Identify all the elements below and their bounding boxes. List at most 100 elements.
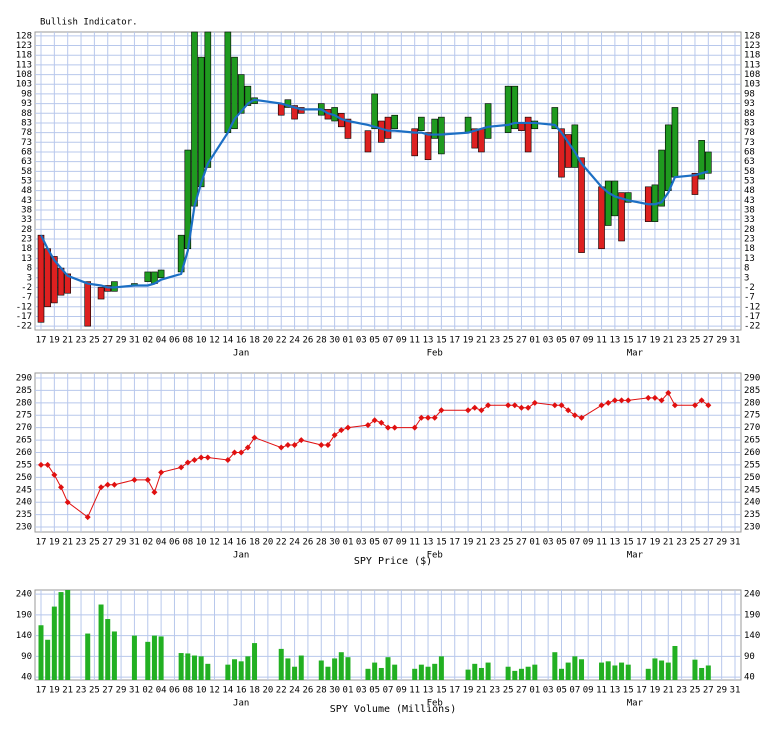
x-tick-label: 21	[62, 538, 73, 548]
x-tick-label: 25	[89, 686, 100, 696]
volume-bar	[438, 656, 444, 680]
price-marker	[705, 402, 712, 409]
volume-bar	[432, 663, 438, 680]
volume-bar	[185, 653, 191, 680]
x-tick-label: 25	[503, 336, 514, 346]
volume-bar	[465, 669, 471, 680]
y-tick-label-right: 190	[744, 610, 760, 620]
candle-body	[424, 132, 432, 161]
y-tick-label-right: 88	[744, 109, 755, 119]
candle-body	[691, 172, 699, 195]
x-tick-label: 31	[730, 336, 741, 346]
volume-bar	[412, 668, 418, 680]
x-tick-label: 12	[209, 538, 220, 548]
price-marker	[391, 424, 398, 431]
x-tick-label: 17	[36, 336, 47, 346]
candle-body	[705, 151, 712, 174]
volume-bar	[559, 668, 564, 680]
x-tick-label: 11	[409, 336, 420, 346]
x-tick-label: 08	[182, 686, 193, 696]
x-tick-label: 27	[516, 336, 527, 346]
candle-body	[371, 93, 378, 130]
volume-bar	[699, 667, 705, 680]
x-tick-label: 21	[663, 686, 674, 696]
y-tick-label-right: 58	[744, 167, 755, 177]
y-tick-label-right: 123	[744, 41, 760, 51]
volume-bar	[145, 641, 151, 680]
x-tick-label: 23	[676, 336, 687, 346]
price-marker	[184, 459, 191, 466]
volume-bar	[565, 662, 571, 680]
price-marker	[238, 449, 245, 456]
price-marker	[44, 461, 51, 468]
price-marker	[338, 427, 345, 434]
x-tick-label: 05	[369, 686, 380, 696]
candle-body	[391, 114, 398, 130]
y-tick-label-right: 280	[744, 398, 760, 408]
x-tick-label: 06	[169, 686, 180, 696]
y-tick-label: 40	[21, 673, 32, 683]
candle-body	[97, 287, 105, 300]
x-tick-label: 09	[583, 686, 594, 696]
volume-bar	[325, 666, 331, 680]
volume-bar	[645, 668, 651, 680]
volume-bar	[625, 664, 631, 680]
y-tick-label-right: 90	[744, 652, 755, 662]
candle-body	[598, 186, 605, 250]
volume-bar	[318, 660, 324, 680]
x-tick-label: 06	[169, 538, 180, 548]
price-marker	[364, 422, 371, 429]
y-tick-label: 103	[16, 80, 32, 90]
volume-bar	[485, 662, 491, 680]
y-tick-label: 33	[21, 215, 32, 225]
candle-body	[431, 118, 439, 139]
volume-bar	[619, 662, 625, 680]
x-tick-label: 17	[636, 538, 647, 548]
y-tick-label: 108	[16, 70, 32, 80]
x-tick-label: 27	[102, 336, 113, 346]
x-tick-label: 19	[463, 686, 474, 696]
candle-body	[571, 124, 579, 168]
x-tick-label: 29	[716, 686, 727, 696]
x-tick-label: 11	[409, 686, 420, 696]
candle-body	[191, 31, 198, 207]
month-label: Mar	[627, 699, 644, 709]
candle-body	[37, 234, 45, 323]
x-tick-label: 25	[690, 336, 701, 346]
x-tick-label: 11	[596, 336, 607, 346]
y-tick-label: 230	[16, 523, 32, 533]
x-tick-label: 03	[543, 538, 554, 548]
y-tick-label: -7	[21, 293, 32, 303]
x-tick-label: 25	[89, 538, 100, 548]
price-marker	[411, 424, 418, 431]
candle-body	[144, 271, 152, 282]
y-tick-label: 73	[21, 138, 32, 148]
price-marker	[324, 442, 331, 449]
volume-bar	[238, 661, 244, 680]
y-tick-label-right: -12	[744, 302, 760, 312]
x-tick-label: 31	[129, 686, 140, 696]
candle-body	[564, 134, 572, 168]
candle-body	[231, 56, 238, 130]
price-marker	[511, 402, 518, 409]
candle-body	[378, 120, 385, 143]
x-tick-label: 13	[423, 336, 434, 346]
y-tick-label: 290	[16, 373, 32, 383]
x-tick-label: 17	[449, 686, 460, 696]
y-tick-label: 128	[16, 31, 32, 41]
y-tick-label-right: 230	[744, 523, 760, 533]
x-tick-label: 24	[289, 538, 300, 548]
x-tick-label: 27	[102, 538, 113, 548]
y-tick-label: 63	[21, 157, 32, 167]
x-tick-label: 20	[262, 336, 273, 346]
x-tick-label: 21	[663, 336, 674, 346]
x-tick-label: 20	[262, 686, 273, 696]
candle-body	[364, 130, 372, 153]
volume-bar	[418, 664, 424, 680]
y-tick-label: 270	[16, 423, 32, 433]
x-tick-label: 30	[329, 686, 340, 696]
price-marker	[431, 414, 438, 421]
y-tick-label: 58	[21, 167, 32, 177]
volume-bar	[572, 656, 578, 680]
x-tick-label: 30	[329, 538, 340, 548]
